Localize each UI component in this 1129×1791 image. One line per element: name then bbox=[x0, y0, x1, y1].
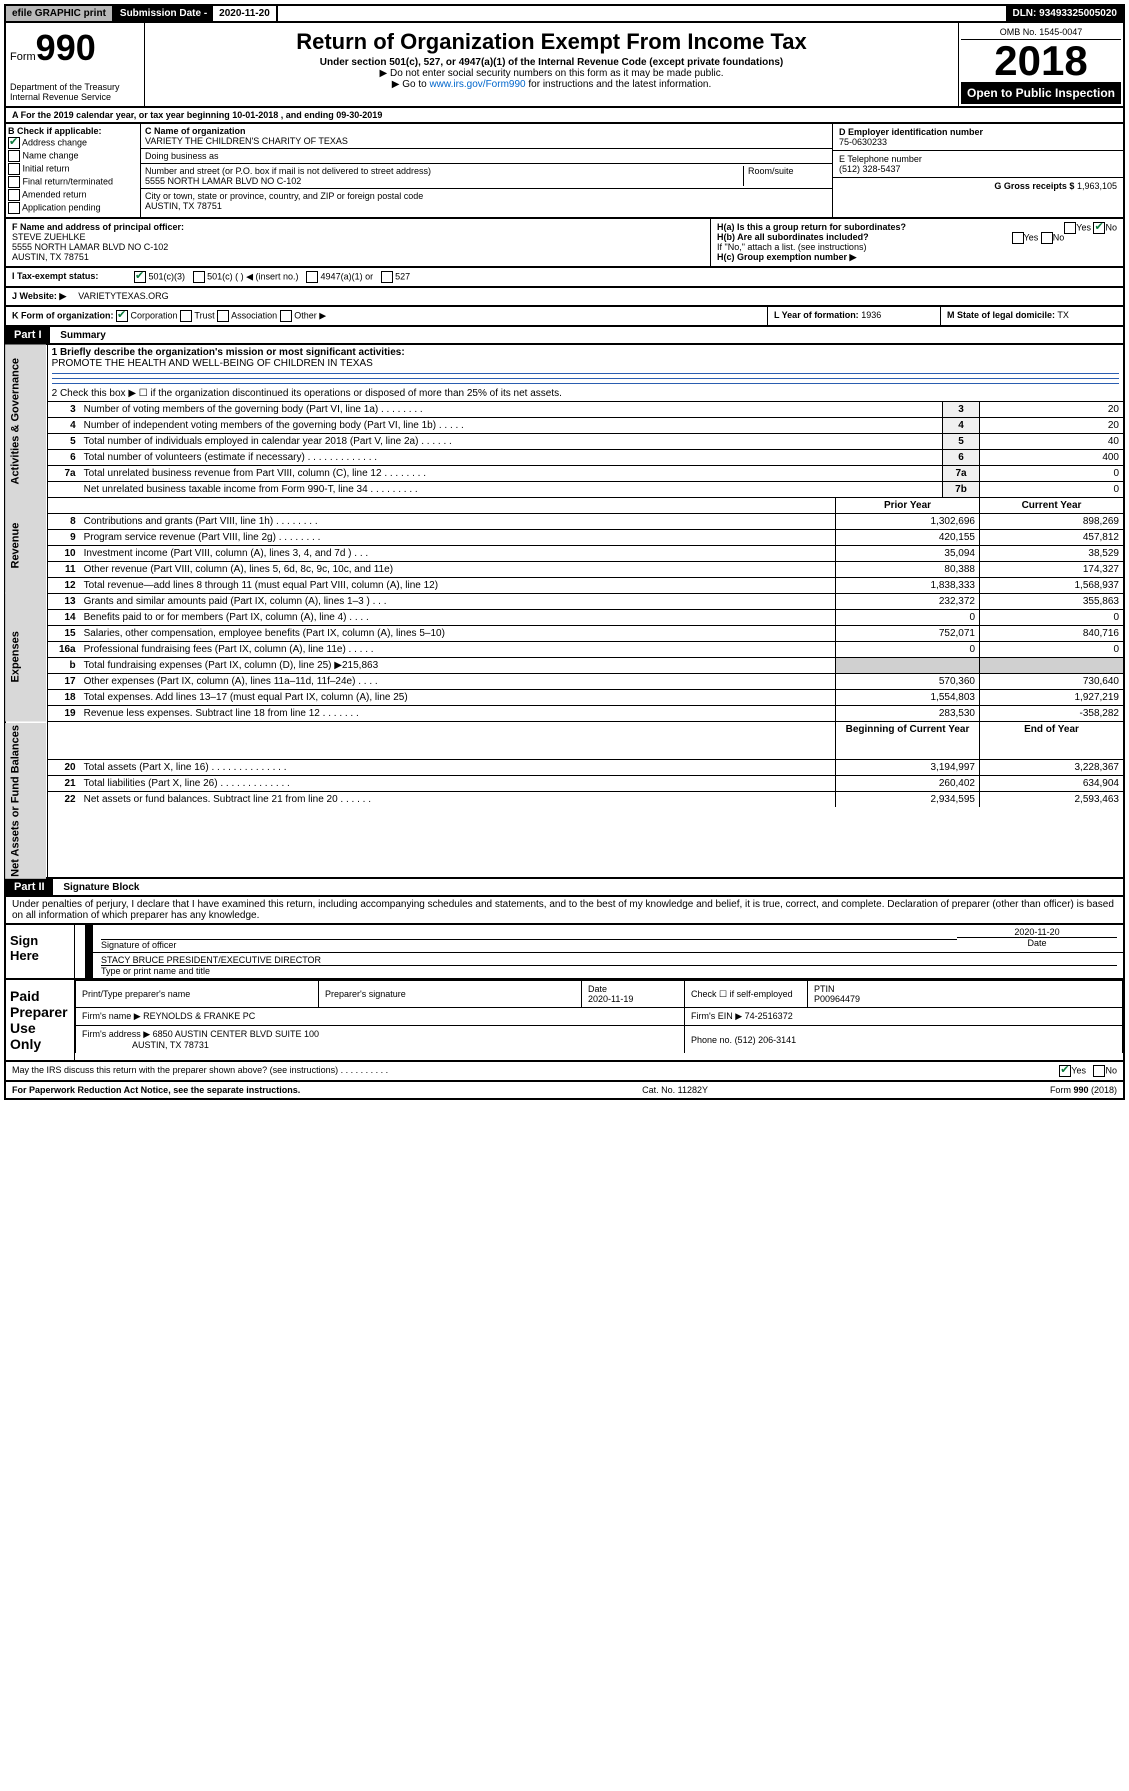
box-d: D Employer identification number75-06302… bbox=[833, 124, 1123, 151]
website-link[interactable]: VARIETYTEXAS.ORG bbox=[72, 288, 174, 305]
tax-year: 2018 bbox=[961, 40, 1121, 82]
irs-link[interactable]: www.irs.gov/Form990 bbox=[429, 79, 525, 90]
org-city: City or town, state or province, country… bbox=[141, 189, 832, 213]
dept-treasury: Department of the TreasuryInternal Reven… bbox=[10, 82, 140, 102]
box-f: F Name and address of principal officer:… bbox=[6, 219, 711, 266]
vlabel-net: Net Assets or Fund Balances bbox=[5, 722, 47, 879]
vlabel-governance: Activities & Governance bbox=[5, 345, 47, 498]
vlabel-revenue: Revenue bbox=[5, 498, 47, 594]
paid-preparer-block: Paid Preparer Use Only Print/Type prepar… bbox=[4, 980, 1125, 1062]
part-2-header: Part II Signature Block bbox=[4, 879, 1125, 897]
org-address: Number and street (or P.O. box if mail i… bbox=[141, 164, 832, 189]
subtitle-3: ▶ Go to www.irs.gov/Form990 for instruct… bbox=[149, 79, 954, 90]
box-i: I Tax-exempt status: 501(c)(3) 501(c) ( … bbox=[4, 268, 1125, 288]
box-h: H(a) Is this a group return for subordin… bbox=[711, 219, 1123, 266]
sign-here-block: Sign Here Signature of officer 2020-11-2… bbox=[4, 925, 1125, 980]
part-1-header: Part I Summary bbox=[4, 327, 1125, 345]
subtitle-1: Under section 501(c), 527, or 4947(a)(1)… bbox=[149, 57, 954, 68]
k-l-m-row: K Form of organization: Corporation Trus… bbox=[4, 307, 1125, 327]
footer: For Paperwork Reduction Act Notice, see … bbox=[4, 1082, 1125, 1100]
org-name: C Name of organizationVARIETY THE CHILDR… bbox=[141, 124, 832, 149]
box-m: M State of legal domicile: TX bbox=[941, 307, 1123, 325]
box-l: L Year of formation: 1936 bbox=[768, 307, 941, 325]
form-header: Form990 Department of the TreasuryIntern… bbox=[4, 23, 1125, 108]
box-k: K Form of organization: Corporation Trus… bbox=[6, 307, 768, 325]
box-b: B Check if applicable: Address change Na… bbox=[6, 124, 141, 217]
summary-table: Activities & Governance 1 Briefly descri… bbox=[4, 345, 1125, 879]
discuss-row: May the IRS discuss this return with the… bbox=[4, 1062, 1125, 1082]
form-footer: Form 990 (2018) bbox=[1050, 1085, 1117, 1095]
efile-print-button[interactable]: efile GRAPHIC print bbox=[6, 6, 114, 21]
identity-section: B Check if applicable: Address change Na… bbox=[4, 124, 1125, 219]
submission-date-value: 2020-11-20 bbox=[213, 6, 278, 21]
subtitle-2: ▶ Do not enter social security numbers o… bbox=[149, 68, 954, 79]
f-h-row: F Name and address of principal officer:… bbox=[4, 219, 1125, 268]
open-to-public: Open to Public Inspection bbox=[961, 82, 1121, 104]
dba: Doing business as bbox=[141, 149, 832, 164]
line-a: A For the 2019 calendar year, or tax yea… bbox=[4, 108, 1125, 124]
vlabel-expenses: Expenses bbox=[5, 593, 47, 722]
top-bar: efile GRAPHIC print Submission Date - 20… bbox=[4, 4, 1125, 23]
box-j: J Website: ▶ VARIETYTEXAS.ORG bbox=[4, 288, 1125, 307]
submission-date-label: Submission Date - bbox=[114, 6, 213, 21]
box-e: E Telephone number(512) 328-5437 bbox=[833, 151, 1123, 178]
form-number: Form990 bbox=[10, 27, 140, 69]
box-g: G Gross receipts $ 1,963,105 bbox=[833, 178, 1123, 194]
form-title: Return of Organization Exempt From Incom… bbox=[149, 29, 954, 55]
dln-value: DLN: 93493325005020 bbox=[1006, 6, 1123, 21]
perjury-text: Under penalties of perjury, I declare th… bbox=[4, 897, 1125, 925]
